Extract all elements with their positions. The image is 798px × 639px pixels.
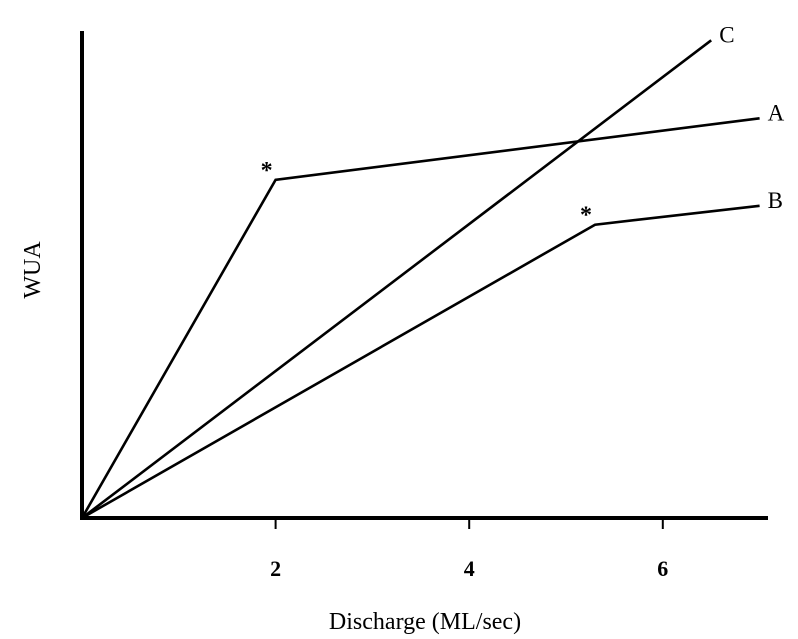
series-a-line [80, 117, 760, 519]
series-c-line [81, 39, 712, 520]
x-axis-title: Discharge (ML/sec) [329, 609, 521, 635]
series-b-marker: * [580, 203, 592, 229]
series-b-line [81, 204, 760, 520]
series-c-label: C [719, 22, 734, 47]
series-b-label: B [768, 188, 783, 213]
series-a-marker: * [261, 158, 273, 184]
x-tick-label: 4 [464, 556, 475, 581]
y-axis-title: WUA [20, 241, 46, 299]
series-a-label: A [768, 100, 785, 125]
x-tick-label: 2 [270, 556, 281, 581]
x-tick-label: 6 [657, 556, 668, 581]
